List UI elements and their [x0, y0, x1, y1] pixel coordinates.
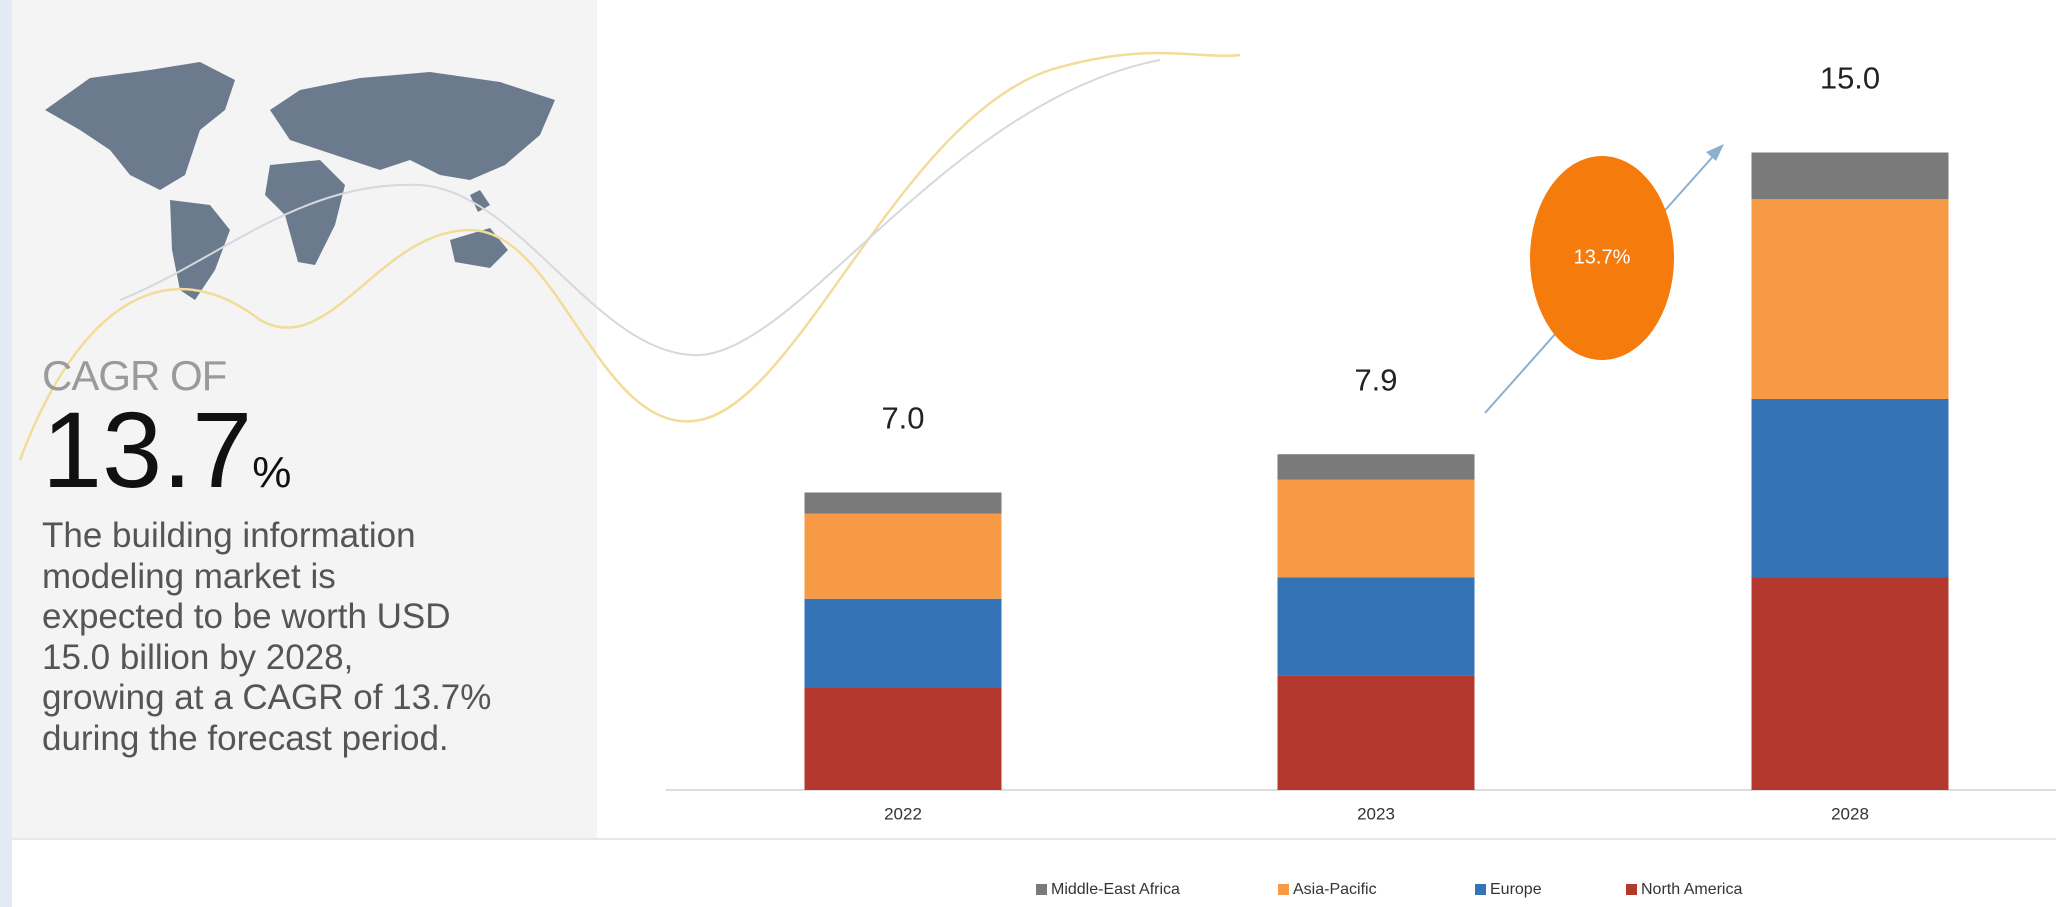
total-label: 7.9	[1354, 362, 1397, 397]
deco-wave	[18, 51, 1241, 461]
bar-segment	[1751, 152, 1949, 200]
cagr-bubble-label: 13.7%	[1574, 246, 1631, 268]
deco-wave	[119, 59, 1161, 357]
x-tick-label: 2022	[884, 804, 922, 823]
x-tick-label: 2023	[1357, 804, 1395, 823]
legend-swatch	[1278, 884, 1289, 895]
bar-segment	[1277, 675, 1475, 790]
total-label: 15.0	[1820, 61, 1880, 96]
legend-swatch	[1036, 884, 1047, 895]
description-line: The building information	[42, 516, 416, 555]
arrow-head	[1706, 144, 1724, 161]
legend-label: Asia-Pacific	[1293, 881, 1377, 898]
description: The building information modeling market …	[42, 516, 491, 759]
bar-segment	[1277, 479, 1475, 578]
description-line: 15.0 billion by 2028,	[42, 637, 354, 677]
bar-segment	[804, 513, 1002, 599]
world-map	[45, 62, 555, 300]
description-line: growing at a CAGR of 13.7%	[42, 678, 492, 717]
bar-segment	[804, 598, 1002, 688]
bar-segment	[1751, 399, 1949, 578]
cagr-bubble	[1530, 156, 1674, 360]
legend-label: Middle-East Africa	[1051, 881, 1180, 898]
bar-segment	[1277, 577, 1475, 676]
bar-segment	[1751, 199, 1949, 399]
legend-label: Europe	[1490, 881, 1542, 898]
bar-segment	[1751, 577, 1949, 790]
description-line: during the forecast period.	[42, 718, 449, 758]
x-tick-label: 2028	[1831, 804, 1869, 823]
bar-segment	[804, 688, 1002, 790]
legend-swatch	[1475, 884, 1486, 895]
cagr-unit: %	[252, 448, 292, 497]
cagr-value-block: 13.7%	[42, 396, 291, 527]
bar-segment	[804, 492, 1002, 514]
legend-label: North America	[1641, 881, 1742, 898]
description-line: modeling market is	[42, 556, 336, 596]
edge-strip	[0, 0, 12, 907]
total-label: 7.0	[881, 401, 924, 436]
bar-segment	[1277, 454, 1475, 480]
legend-swatch	[1626, 884, 1637, 895]
description-line: expected to be worth USD	[42, 597, 451, 636]
cagr-value: 13.7	[42, 389, 253, 510]
cagr-heading: CAGR OF	[42, 352, 227, 399]
